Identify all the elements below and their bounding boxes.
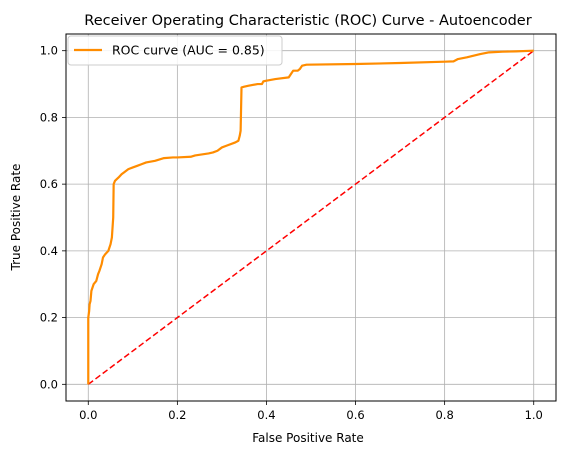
x-tick-label: 0.0 xyxy=(79,408,97,422)
y-tick-label: 0.4 xyxy=(40,244,58,258)
y-axis-label: True Positive Rate xyxy=(9,164,23,272)
x-tick-label: 0.4 xyxy=(257,408,275,422)
roc-curve-line xyxy=(87,49,534,385)
random-classifier-diagonal xyxy=(87,50,535,385)
x-tick-label: 0.2 xyxy=(168,408,186,422)
y-tick-label: 0.6 xyxy=(40,177,58,191)
legend-label-roc: ROC curve (AUC = 0.85) xyxy=(112,43,265,58)
x-tick-label: 1.0 xyxy=(525,408,543,422)
axis-ticks: 0.0 0.2 0.4 0.6 0.8 1.0 0.0 0.2 0.4 0.6 0.8 1.0 xyxy=(40,44,543,422)
y-tick-label: 1.0 xyxy=(40,44,58,58)
legend-box xyxy=(67,35,283,66)
y-tick-label: 0.2 xyxy=(40,311,58,325)
series-layer xyxy=(87,49,535,385)
x-tick-label: 0.8 xyxy=(435,408,453,422)
chart-title: Receiver Operating Characteristic (ROC) … xyxy=(84,13,531,29)
legend: ROC curve (AUC = 0.85) xyxy=(67,35,283,66)
plot-frame xyxy=(65,33,557,402)
y-tick-label: 0.8 xyxy=(40,110,58,124)
x-axis-label: False Positive Rate xyxy=(252,431,364,445)
x-tick-label: 0.6 xyxy=(346,408,364,422)
y-tick-label: 0.0 xyxy=(40,377,58,391)
